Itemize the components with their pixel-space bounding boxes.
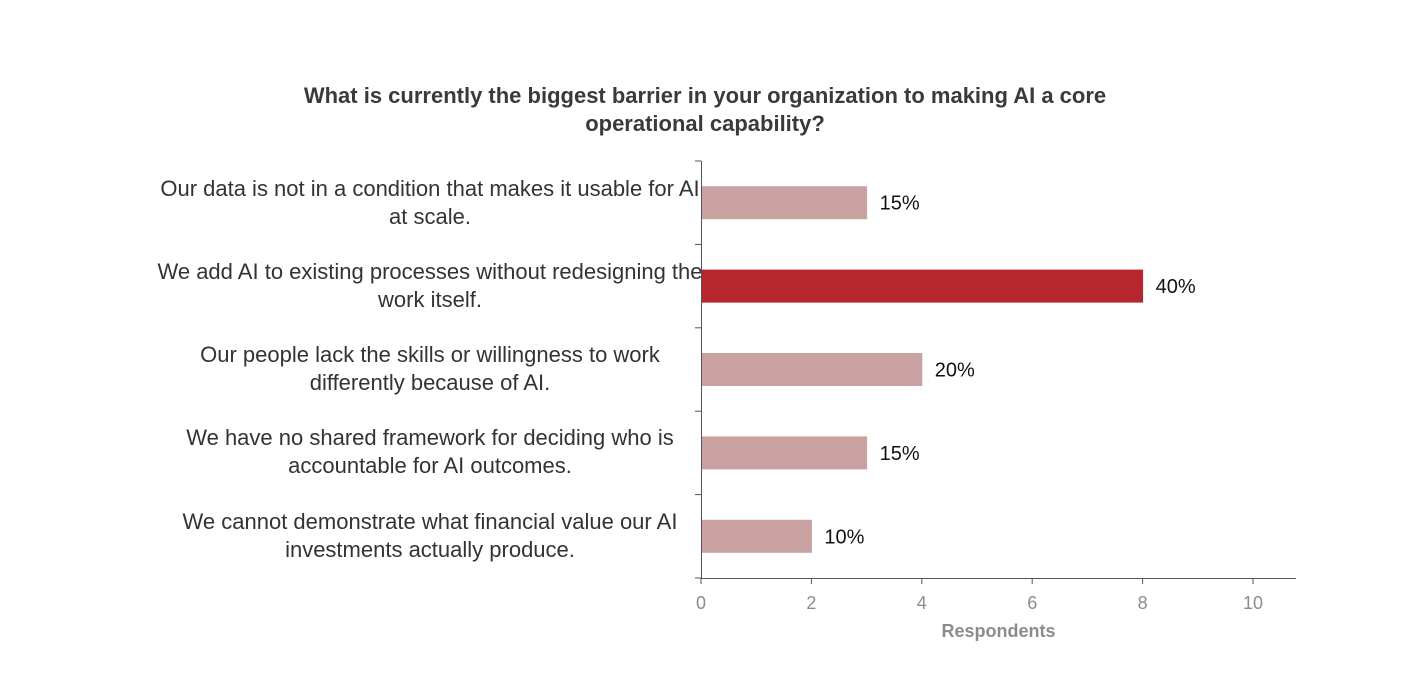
x-tick-label-8: 8 [1138, 593, 1148, 613]
x-tick-label-0: 0 [696, 593, 706, 613]
data-label-1: 15% [880, 193, 920, 215]
category-label-5: We cannot demonstrate what financial val… [110, 508, 750, 564]
bar-1 [701, 186, 868, 220]
data-label-4: 15% [880, 443, 920, 465]
category-label-2: We add AI to existing processes without … [110, 258, 750, 314]
x-tick-label-4: 4 [917, 593, 927, 613]
chart-title-line-1: What is currently the biggest barrier in… [303, 83, 1107, 108]
category-label-3: Our people lack the skills or willingnes… [110, 341, 750, 397]
chart-title-line-2: operational capability? [585, 111, 825, 136]
x-tick-label-2: 2 [806, 593, 816, 613]
bar-5 [701, 519, 812, 553]
chart-title: What is currently the biggest barrier in… [0, 82, 1410, 138]
category-label-4-line-1: We have no shared framework for deciding… [186, 425, 674, 450]
category-label-4-line-2: accountable for AI outcomes. [288, 453, 572, 478]
bar-2 [701, 269, 1144, 303]
category-label-1: Our data is not in a condition that make… [110, 175, 750, 231]
category-label-3-line-2: differently because of AI. [309, 370, 551, 395]
x-tick-label-6: 6 [1027, 593, 1037, 613]
bar-4 [701, 436, 868, 470]
category-label-5-line-1: We cannot demonstrate what financial val… [182, 509, 678, 534]
data-label-2: 40% [1156, 276, 1196, 298]
data-label-3: 20% [935, 360, 975, 382]
category-label-1-line-1: Our data is not in a condition that make… [160, 176, 700, 201]
data-label-5: 10% [824, 526, 864, 548]
bar-3 [701, 353, 923, 386]
category-label-5-line-2: investments actually produce. [285, 537, 575, 562]
category-label-1-line-2: at scale. [389, 204, 471, 229]
category-label-4: We have no shared framework for deciding… [110, 424, 750, 480]
x-tick-label-10: 10 [1243, 593, 1263, 613]
category-label-3-line-1: Our people lack the skills or willingnes… [200, 342, 660, 367]
category-label-2-line-1: We add AI to existing processes without … [157, 259, 703, 284]
category-label-2-line-2: work itself. [378, 287, 482, 312]
x-axis-title: Respondents [941, 621, 1055, 641]
